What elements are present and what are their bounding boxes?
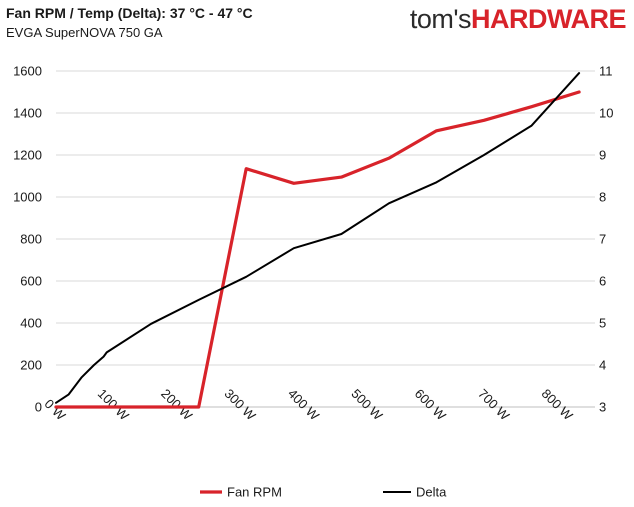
- y-left-tick-label: 1400: [13, 106, 42, 121]
- brand-logo: tom'sHARDWARE: [409, 4, 627, 34]
- y-left-tick-label: 1000: [13, 190, 42, 205]
- series-line-fan-rpm: [54, 90, 581, 409]
- brand-logo-part1: tom's: [409, 4, 472, 34]
- y-left-tick-label: 1600: [13, 64, 42, 79]
- y-left-tick-label: 200: [20, 358, 42, 373]
- x-tick-label: 600 W: [412, 386, 450, 424]
- y-left-tick-label: 600: [20, 274, 42, 289]
- brand-logo-part2: HARDWARE: [471, 4, 627, 34]
- x-tick-label: 100 W: [95, 386, 133, 424]
- y-right-tick-label: 7: [599, 232, 606, 247]
- y-right-tick-label: 10: [599, 106, 613, 121]
- x-tick-label: 300 W: [222, 386, 260, 424]
- x-tick-label: 700 W: [475, 386, 513, 424]
- series-line-delta: [55, 72, 581, 404]
- y-left-tick-label: 400: [20, 316, 42, 331]
- y-right-tick-label: 3: [599, 400, 606, 415]
- y-left-tick-label: 0: [35, 400, 42, 415]
- y-right-tick-label: 4: [599, 358, 606, 373]
- chart-subtitle: EVGA SuperNOVA 750 GA: [6, 25, 163, 40]
- y-right-tick-label: 8: [599, 190, 606, 205]
- x-tick-label: 200 W: [158, 386, 196, 424]
- y-right-tick-label: 9: [599, 148, 606, 163]
- x-tick-label: 500 W: [348, 386, 386, 424]
- x-tick-label: 800 W: [539, 386, 577, 424]
- y-left-tick-label: 800: [20, 232, 42, 247]
- x-tick-label: 400 W: [285, 386, 323, 424]
- chart-title: Fan RPM / Temp (Delta): 37 °C - 47 °C: [6, 5, 253, 21]
- y-right-tick-label: 5: [599, 316, 606, 331]
- y-left-tick-label: 1200: [13, 148, 42, 163]
- legend-label-delta: Delta: [416, 485, 447, 500]
- y-right-tick-label: 11: [599, 64, 613, 79]
- y-right-tick-label: 6: [599, 274, 606, 289]
- legend-label-fan-rpm: Fan RPM: [227, 485, 282, 500]
- x-tick-label: 0 W: [42, 396, 69, 423]
